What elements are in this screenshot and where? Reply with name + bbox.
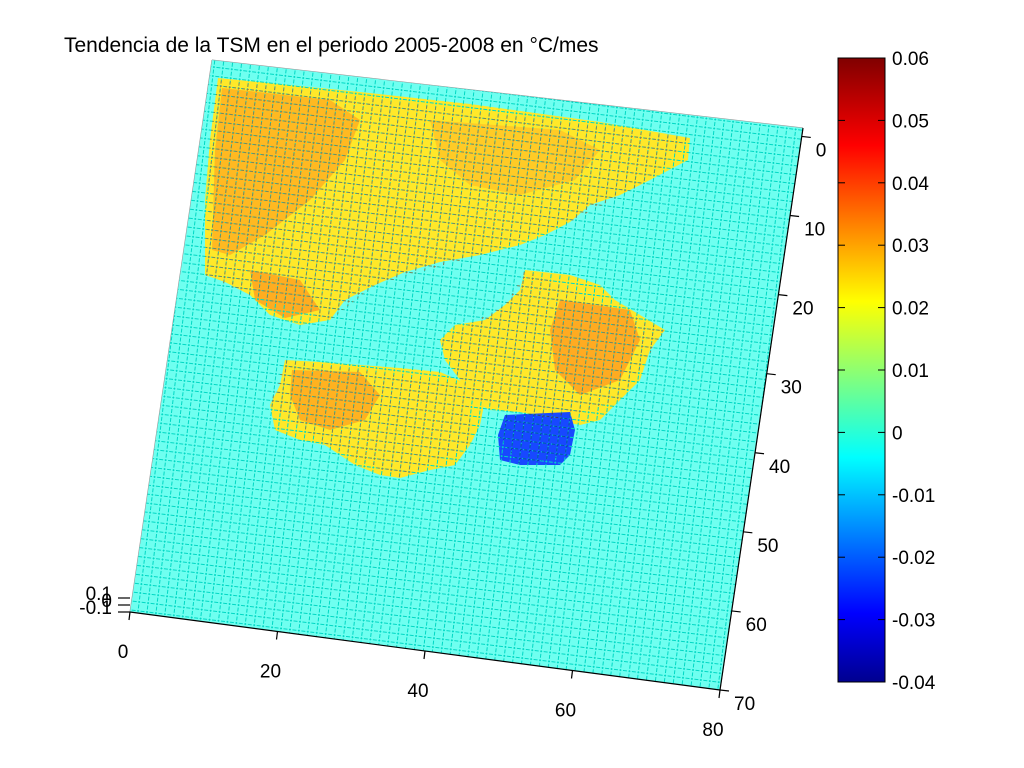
x-tick-label: 20: [260, 662, 281, 683]
x-tick-mark: [423, 650, 426, 660]
chart-title: Tendencia de la TSM en el periodo 2005-2…: [64, 34, 599, 57]
y-tick-label: 40: [769, 457, 790, 478]
y-tick-mark: [766, 373, 776, 376]
colorbar-bar: [837, 57, 886, 683]
colorbar: 0.06 0.05 0.04 0.03 0.02 0.01 0 -0.01 -0.02 -0.03…: [837, 49, 936, 694]
mesh-warm-overlay: [205, 78, 690, 478]
y-axis-ticks: 0 10 20 30 40 50 60 70: [719, 135, 827, 715]
z-tick-label: 0.1: [86, 584, 112, 605]
y-tick-mark: [790, 214, 800, 218]
colorbar-tick-label: -0.01: [892, 486, 935, 507]
y-tick-mark: [754, 452, 765, 455]
colorbar-tick-label: 0.06: [892, 49, 929, 70]
colorbar-tick-label: 0.04: [892, 174, 929, 195]
y-tick-label: 30: [781, 378, 802, 399]
y-tick-label: 50: [757, 536, 778, 557]
colorbar-tick-label: -0.02: [892, 548, 935, 569]
colorbar-tick-label: -0.04: [892, 673, 936, 694]
x-tick-mark: [128, 611, 131, 621]
y-tick-mark: [731, 610, 741, 613]
x-tick-label: 0: [118, 642, 129, 663]
y-tick-label: 60: [746, 615, 767, 636]
colorbar-tick-label: 0.03: [892, 236, 929, 257]
z-tick-label: 0: [101, 591, 112, 612]
mesh-cold-overlay: [498, 412, 570, 465]
z-tick-label: -0.1: [79, 598, 112, 619]
surface: [130, 60, 803, 690]
colorbar-tick-label: 0: [892, 423, 903, 444]
y-axis-line: [719, 127, 804, 691]
y-tick-mark: [719, 689, 730, 692]
x-tick-mark: [570, 670, 574, 679]
y-tick-label: 70: [734, 694, 755, 715]
x-tick-label: 40: [407, 681, 428, 702]
y-tick-label: 20: [792, 299, 813, 320]
x-tick-mark: [275, 631, 279, 640]
y-tick-label: 10: [804, 220, 825, 241]
x-tick-mark: [718, 689, 721, 699]
y-tick-mark: [778, 293, 788, 297]
colorbar-ticks: 0.06 0.05 0.04 0.03 0.02 0.01 0 -0.01 -0.02 -0.03…: [838, 49, 936, 694]
colorbar-tick-label: 0.05: [892, 111, 929, 132]
x-tick-label: 60: [555, 701, 576, 722]
y-tick-label: 0: [816, 140, 827, 161]
x-axis-ticks: 0 20 40 60 80: [118, 611, 724, 741]
x-tick-label: 80: [702, 720, 723, 741]
y-tick-mark: [801, 135, 811, 139]
colorbar-tick-label: -0.03: [892, 611, 935, 632]
z-axis-ticks: 0.10-0.1: [79, 584, 130, 619]
y-tick-mark: [743, 531, 753, 534]
colorbar-tick-label: 0.02: [892, 299, 929, 320]
colorbar-tick-label: 0.01: [892, 361, 929, 382]
